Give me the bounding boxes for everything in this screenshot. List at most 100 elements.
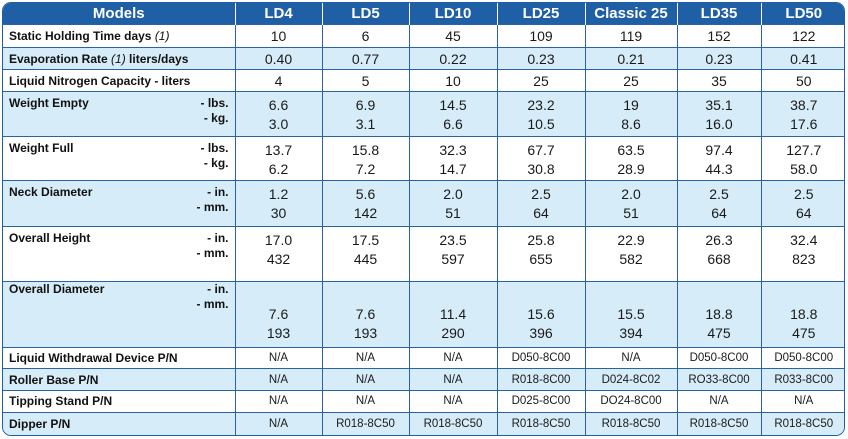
value-mm: 445 [353,250,378,267]
row-label: Weight Full - lbs. - kg. [3,135,235,181]
table-cell: 7.6 193 [234,281,322,348]
table-cell: R018-8C50 [584,411,677,435]
table-cell: N/A [676,389,761,413]
label-text: Weight Empty [9,96,89,111]
row-weight-full: Weight Full - lbs. - kg. 13.7 6.2 15.8 7.2 3… [3,135,844,181]
model-header: LD35 [676,3,761,25]
value-in: 2.5 [709,186,729,203]
value-lbs: 38.7 [790,97,818,114]
value-mm: 64 [533,205,549,222]
value-lbs: 19 [623,97,639,114]
table-cell: 2.0 51 [408,180,497,227]
value-kg: 58.0 [790,160,818,177]
value-lbs: 127.7 [786,141,822,158]
table-cell: 6.9 3.1 [321,91,409,137]
table-cell: DO24-8C00 [584,389,677,413]
value-lbs: 6.6 [268,97,289,114]
row-label: Evaporation Rate (1) liters/days [3,46,235,70]
value-mm: 193 [353,324,378,341]
row-label: Neck Diameter - in. - mm. [3,180,235,227]
table-cell: 22.9 582 [584,225,677,282]
value-kg: 8.6 [621,116,641,133]
unit-label: - mm. [196,200,229,215]
row-label: Static Holding Time days (1) [3,24,235,48]
table-cell: 35.1 16.0 [676,91,761,137]
table-cell: 23.5 597 [408,225,497,282]
table-cell: 5.6 142 [321,180,409,227]
value-in: 2.5 [531,186,551,203]
row-tipping-stand: Tipping Stand P/N N/A N/A N/A D025-8C00 … [3,389,844,413]
table-cell: 13.7 6.2 [234,135,322,181]
specifications-table: Models LD4 LD5 LD10 LD25 Classic 25 LD35… [3,3,844,435]
value-mm: 823 [792,250,816,267]
value-in: 11.4 [439,305,467,322]
table-cell: D025-8C00 [496,389,585,413]
row-neck-diameter: Neck Diameter - in. - mm. 1.2 30 5.6 142 2.0… [3,180,844,227]
value-in: 2.0 [443,186,463,203]
table-cell: N/A [408,346,497,369]
value-mm: 597 [441,250,465,267]
table-cell: N/A [321,368,409,391]
value-mm: 64 [795,205,812,222]
row-overall-diameter: Overall Diameter - in. - mm. 7.6 193 7.6 193… [3,281,844,348]
value-mm: 142 [353,205,378,222]
table-cell: N/A [321,389,409,413]
table-cell: 2.0 51 [584,180,677,227]
value-in: 17.5 [351,231,380,248]
value-mm: 193 [266,324,291,341]
value-kg: 30.8 [527,160,555,177]
header-row: Models LD4 LD5 LD10 LD25 Classic 25 LD35… [3,3,844,25]
table-cell: 2.5 64 [496,180,585,227]
table-cell: R018-8C00 [496,368,585,391]
table-cell: 6 [321,24,409,48]
table-cell: 18.8 475 [676,281,761,348]
table-cell: 23.2 10.5 [496,91,585,137]
value-in: 7.6 [268,305,289,322]
unit-label: - lbs. [200,140,229,155]
value-lbs: 23.2 [527,97,555,114]
value-in: 32.4 [790,231,818,248]
value-in: 1.2 [268,186,289,203]
table-cell: N/A [408,368,497,391]
value-in: 26.3 [705,231,733,248]
table-cell: 0.41 [760,46,844,70]
table-cell: 0.40 [234,46,322,70]
unit-label: - in. [207,282,229,297]
table-cell: 17.0 432 [234,225,322,282]
table-cell: 11.4 290 [408,281,497,348]
label-text: Neck Diameter [9,185,93,200]
table-cell: 119 [584,24,677,48]
table-cell: R018-8C50 [760,411,844,435]
value-in: 2.5 [794,186,814,203]
value-mm: 394 [619,324,643,341]
row-evaporation: Evaporation Rate (1) liters/days 0.40 0.… [3,46,844,70]
value-mm: 396 [529,324,553,341]
table-cell: 0.23 [676,46,761,70]
value-lbs: 15.8 [351,141,380,158]
model-header: LD4 [234,3,322,25]
value-kg: 28.9 [617,160,645,177]
table-cell: R018-8C50 [496,411,585,435]
table-cell: N/A [234,346,322,369]
value-lbs: 35.1 [705,97,733,114]
row-overall-height: Overall Height - in. - mm. 17.0 432 17.5 445… [3,225,844,282]
value-in: 18.8 [790,305,818,322]
table-cell: 32.3 14.7 [408,135,497,181]
row-static-holding: Static Holding Time days (1) 10 6 45 109… [3,24,844,48]
table-cell: 0.22 [408,46,497,70]
table-cell: 10 [234,24,322,48]
table-cell: 26.3 668 [676,225,761,282]
table-cell: 17.5 445 [321,225,409,282]
value-in: 18.8 [705,305,733,322]
value-lbs: 67.7 [527,141,555,158]
value-mm: 582 [619,250,643,267]
value-kg: 6.6 [443,116,463,133]
value-mm: 51 [623,205,639,222]
table-cell: 15.5 394 [584,281,677,348]
row-dipper: Dipper P/N N/A R018-8C50 R018-8C50 R018-… [3,411,844,435]
label-footnote: (1) [111,51,126,66]
value-in: 15.5 [617,305,645,322]
table-cell: 5 [321,69,409,92]
value-in: 2.0 [621,186,641,203]
value-mm: 475 [707,324,731,341]
